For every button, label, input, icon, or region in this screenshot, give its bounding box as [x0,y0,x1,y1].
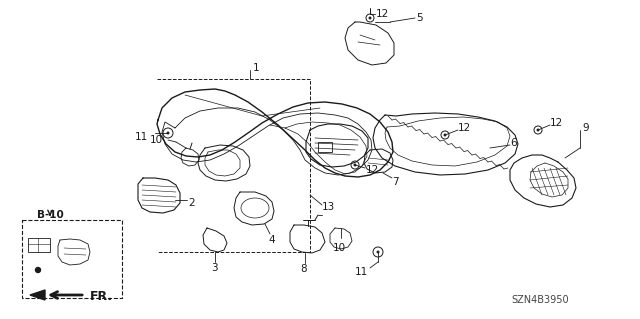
Text: 7: 7 [392,177,399,187]
Text: 11: 11 [135,132,148,142]
Text: 10: 10 [333,243,346,253]
Text: 12: 12 [550,118,563,128]
Text: 12: 12 [366,165,380,175]
Circle shape [537,129,540,131]
Text: 6: 6 [510,138,516,148]
Bar [318,142,332,152]
Polygon shape [30,290,45,300]
Circle shape [35,268,40,272]
Text: 4: 4 [268,235,275,245]
Text: 11: 11 [355,267,368,277]
Circle shape [167,132,169,134]
Text: FR.: FR. [90,291,113,303]
Bar [22,220,122,298]
Text: SZN4B3950: SZN4B3950 [511,295,569,305]
Text: 13: 13 [322,202,335,212]
Text: 3: 3 [211,263,218,273]
Text: B-10: B-10 [36,210,63,220]
Circle shape [377,251,379,253]
Text: 12: 12 [376,9,389,19]
Text: 1: 1 [253,63,260,73]
Text: 8: 8 [300,264,307,274]
FancyArrowPatch shape [51,292,82,298]
Text: 12: 12 [458,123,471,133]
Text: 10: 10 [150,135,163,145]
Bar [28,238,50,252]
Text: 5: 5 [416,13,422,23]
Text: 2: 2 [188,198,195,208]
Text: 9: 9 [582,123,589,133]
Circle shape [444,134,446,136]
Circle shape [354,164,356,166]
Circle shape [369,17,371,19]
